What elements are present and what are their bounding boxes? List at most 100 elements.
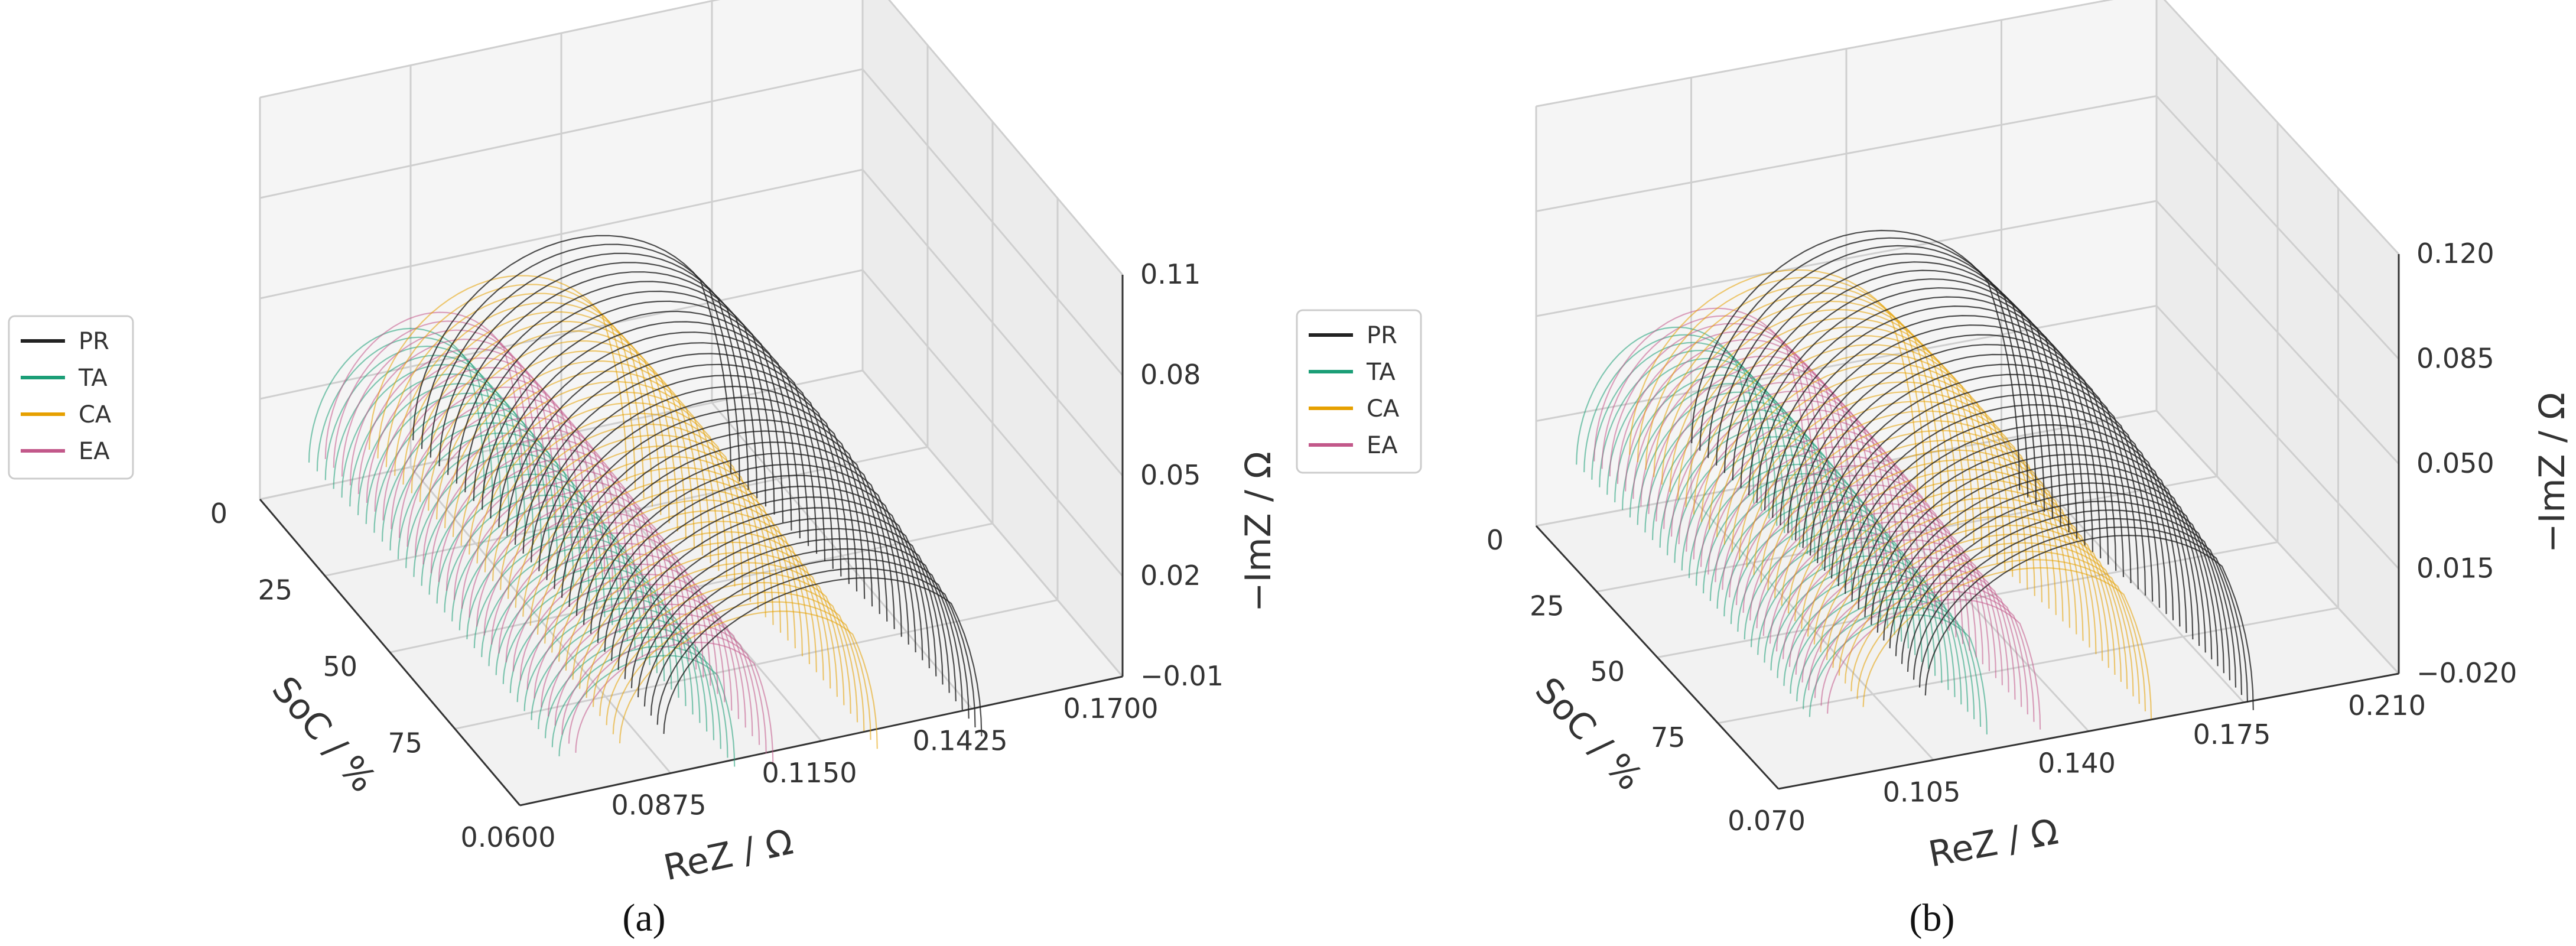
impedance-curve bbox=[579, 552, 838, 697]
impedance-curve bbox=[1913, 518, 2243, 695]
x-tick-label: 0.105 bbox=[1883, 776, 1961, 808]
impedance-curve bbox=[1924, 534, 2254, 710]
impedance-curve bbox=[575, 641, 774, 763]
y-tick-label: 75 bbox=[388, 727, 422, 759]
z-tick-label: 0.085 bbox=[2416, 343, 2494, 375]
impedance-curve bbox=[421, 463, 598, 610]
x-tick-label: 0.0875 bbox=[612, 789, 707, 821]
legend-label: CA bbox=[1367, 395, 1400, 422]
impedance-curve bbox=[561, 623, 760, 745]
grid-line-z bbox=[259, 369, 1124, 677]
impedance-curve bbox=[447, 271, 767, 507]
impedance-curve bbox=[436, 484, 613, 625]
impedance-curve bbox=[385, 292, 645, 499]
impedance-curve bbox=[1625, 339, 1839, 531]
impedance-curve bbox=[656, 567, 976, 728]
impedance-curve bbox=[1723, 372, 2014, 577]
impedance-curve bbox=[1782, 539, 1997, 678]
impedance-curve bbox=[460, 381, 720, 571]
impedance-curve bbox=[374, 366, 573, 542]
z-tick-label: 0.11 bbox=[1140, 258, 1201, 290]
impedance-curve bbox=[402, 311, 662, 515]
x-tick-label: 0.0600 bbox=[461, 821, 556, 853]
impedance-curve bbox=[519, 563, 718, 694]
impedance-curve bbox=[568, 430, 888, 622]
impedance-curve bbox=[547, 603, 746, 728]
impedance-curve bbox=[619, 610, 878, 749]
y-axis-line bbox=[259, 499, 521, 806]
impedance-curve bbox=[1764, 305, 2094, 552]
impedance-curve bbox=[1740, 278, 2070, 533]
impedance-curve bbox=[599, 581, 858, 723]
impedance-curve bbox=[1780, 324, 2109, 565]
impedance-curve bbox=[630, 528, 950, 693]
impedance-curve bbox=[1702, 473, 1882, 622]
impedance-curve bbox=[1693, 334, 1983, 551]
z-tick-label: 0.050 bbox=[2416, 447, 2494, 479]
y-tick-label: 25 bbox=[258, 574, 292, 606]
impedance-curve bbox=[1767, 430, 2057, 615]
impedance-curve bbox=[428, 473, 606, 617]
legend-box bbox=[8, 315, 134, 480]
impedance-curve bbox=[1655, 372, 1870, 558]
impedance-curve bbox=[1858, 434, 2187, 633]
grid-line-z bbox=[259, 168, 1124, 476]
z-tick-label: 0.02 bbox=[1140, 560, 1201, 591]
impedance-curve bbox=[1640, 355, 1855, 545]
impedance-curve bbox=[476, 402, 736, 587]
series-pr bbox=[1691, 229, 2254, 710]
impedance-curve bbox=[490, 321, 809, 547]
impedance-curve bbox=[1756, 296, 2086, 546]
impedance-curve bbox=[430, 252, 749, 490]
z-tick-label: 0.015 bbox=[2416, 552, 2494, 584]
impedance-curve bbox=[438, 262, 758, 499]
impedance-curve bbox=[650, 558, 970, 719]
x-tick-label: 0.070 bbox=[1728, 805, 1806, 837]
x-tick-label: 0.1425 bbox=[913, 725, 1008, 757]
impedance-curve bbox=[572, 541, 831, 689]
legend-label: EA bbox=[79, 438, 110, 465]
impedance-curve bbox=[1723, 261, 2053, 519]
impedance-curve bbox=[1795, 557, 2009, 693]
impedance-curve bbox=[637, 538, 957, 701]
impedance-curve bbox=[453, 469, 652, 622]
x-tick-label: 0.140 bbox=[2038, 747, 2116, 779]
z-axis-label: −ImZ / Ω bbox=[2532, 392, 2573, 553]
impedance-curve bbox=[482, 310, 801, 539]
impedance-curve bbox=[412, 235, 732, 473]
legend-label: TA bbox=[1366, 359, 1396, 386]
x-axis-line bbox=[1778, 672, 2399, 790]
impedance-curve bbox=[1695, 463, 1875, 615]
impedance-curve bbox=[444, 494, 621, 633]
impedance-curve bbox=[1794, 344, 2125, 577]
impedance-curve bbox=[506, 342, 826, 562]
impedance-curve bbox=[469, 391, 728, 579]
impedance-curve bbox=[419, 330, 678, 532]
y-tick-label: 0 bbox=[1487, 524, 1504, 556]
impedance-curve bbox=[1748, 287, 2078, 539]
impedance-curve bbox=[1593, 307, 1808, 501]
impedance-curve bbox=[1691, 229, 2021, 490]
legend: PR TA CA EA bbox=[8, 315, 134, 480]
impedance-curve bbox=[1809, 614, 1988, 734]
impedance-curve bbox=[1837, 404, 2167, 615]
grid-line-z bbox=[1536, 200, 2400, 465]
grid-line-z bbox=[1536, 409, 2400, 675]
impedance-curve bbox=[473, 300, 792, 531]
impedance-curve bbox=[1845, 414, 2174, 620]
y-tick-label: 50 bbox=[323, 651, 357, 682]
impedance-curve bbox=[1918, 526, 2249, 703]
impedance-curve bbox=[492, 423, 751, 602]
impedance-curve bbox=[1814, 582, 2028, 715]
impedance-curve bbox=[445, 458, 645, 615]
impedance-curve bbox=[324, 345, 502, 511]
legend-label: PR bbox=[1367, 322, 1397, 349]
impedance-curve bbox=[430, 437, 629, 599]
impedance-curve bbox=[522, 363, 842, 577]
z-tick-label: −0.01 bbox=[1140, 660, 1224, 692]
x-axis-line bbox=[519, 675, 1123, 807]
y-axis-label: SoC / % bbox=[264, 669, 383, 800]
grid-line-z bbox=[1536, 304, 2400, 570]
impedance-curve bbox=[333, 355, 510, 519]
x-tick-label: 0.1700 bbox=[1063, 693, 1159, 724]
